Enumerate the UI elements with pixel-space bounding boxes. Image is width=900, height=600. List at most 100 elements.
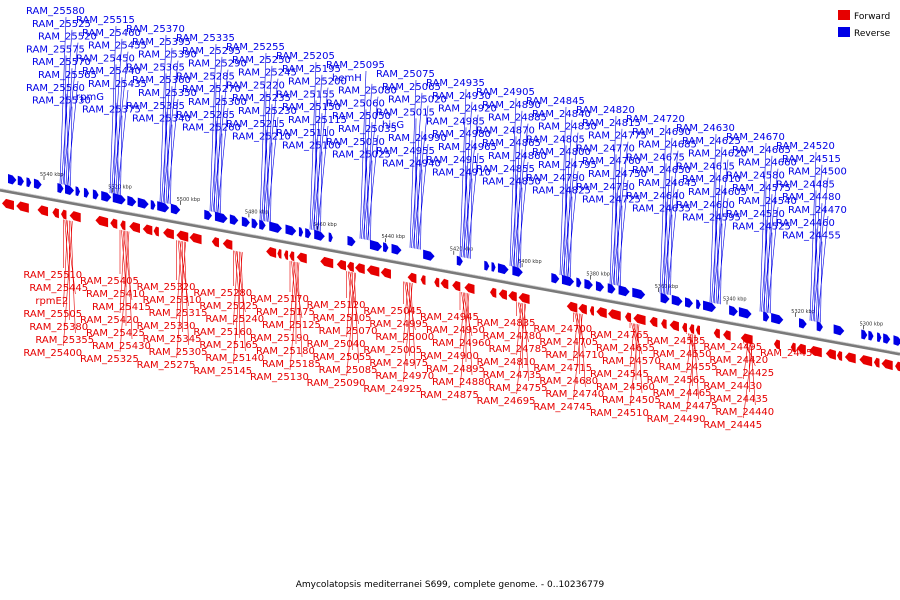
reverse-gene <box>305 228 312 239</box>
forward-gene-label: RAM_25505 <box>23 309 82 320</box>
leader-line <box>179 240 189 307</box>
forward-gene <box>895 361 900 372</box>
reverse-gene-label: RAM_25025 <box>332 150 391 161</box>
reverse-gene-label: RAM_24815 <box>582 118 641 129</box>
reverse-gene <box>157 201 170 213</box>
reverse-gene-label: RAM_25015 <box>376 107 435 118</box>
forward-gene <box>489 287 497 298</box>
reverse-gene-label: RAM_24660 <box>738 158 797 169</box>
leader-line <box>297 262 303 358</box>
leader-line <box>177 240 183 294</box>
forward-gene <box>222 239 233 250</box>
reverse-gene-label: RAM_24725 <box>582 195 641 206</box>
leader-line <box>63 220 69 308</box>
leader-line <box>617 179 629 286</box>
reverse-gene-label: RAM_25460 <box>82 28 141 39</box>
genome-backbone-highlight <box>0 188 900 353</box>
leader-line <box>112 51 129 194</box>
leader-line <box>67 80 79 186</box>
leader-line <box>289 261 295 332</box>
reverse-gene-track <box>8 173 900 346</box>
leader-line <box>465 165 470 259</box>
reverse-gene-label: RAM_24985 <box>426 116 485 127</box>
forward-gene-label: rpmE2 <box>35 296 68 307</box>
reverse-gene-label: RAM_25050 <box>332 111 391 122</box>
reverse-gene <box>551 272 560 284</box>
leader-line <box>265 104 273 222</box>
leader-line <box>265 129 270 223</box>
leader-line <box>176 241 186 359</box>
reverse-gene-label: RAM_24455 <box>782 231 841 242</box>
reverse-gene <box>607 283 616 294</box>
forward-gene-label: RAM_25040 <box>307 339 366 350</box>
reverse-gene <box>229 214 239 225</box>
reverse-gene <box>26 177 32 188</box>
leader-line <box>815 203 823 322</box>
leader-line <box>629 324 640 407</box>
reverse-gene-label: RAM_24890 <box>482 100 541 111</box>
forward-gene <box>498 289 507 300</box>
reverse-gene-label: RAM_24540 <box>738 196 797 207</box>
leader-line <box>467 152 479 259</box>
forward-gene <box>407 272 417 284</box>
reverse-gene-label: RAM_24870 <box>476 125 535 136</box>
reverse-gene-label: RAM_25300 <box>188 97 247 108</box>
legend-forward-swatch <box>838 10 850 20</box>
leader-line <box>764 181 767 313</box>
reverse-gene <box>595 281 605 292</box>
reverse-gene <box>877 332 882 343</box>
leader-line <box>121 230 127 288</box>
tick-label: 5500 kbp <box>177 197 201 203</box>
forward-gene-label: RAM_25120 <box>307 300 366 311</box>
reverse-gene-label: RAM_25195 <box>282 64 341 75</box>
tick-label: 5340 kbp <box>723 296 747 302</box>
leader-line <box>516 302 522 356</box>
reverse-gene <box>868 330 874 341</box>
reverse-gene-label: RAM_25520 <box>38 32 97 43</box>
leader-line <box>70 220 76 334</box>
forward-gene-label: RAM_24545 <box>590 369 649 380</box>
reverse-gene-label: RAM_25375 <box>82 105 141 116</box>
leader-line <box>615 192 620 286</box>
reverse-gene-label: RAM_24860 <box>488 151 547 162</box>
reverse-gene-label: RAM_25565 <box>38 70 97 81</box>
forward-gene-label: RAM_25305 <box>149 347 208 358</box>
leader-line <box>346 271 352 338</box>
forward-gene-label: RAM_24490 <box>647 414 706 425</box>
leader-line <box>717 197 729 304</box>
forward-gene-label: RAM_24700 <box>533 324 592 335</box>
leader-line <box>65 93 70 186</box>
forward-gene <box>682 322 687 333</box>
forward-gene <box>110 218 118 229</box>
reverse-gene-label: RAM_25370 <box>126 24 185 35</box>
reverse-gene <box>214 211 228 223</box>
reverse-gene-label: RAM_25155 <box>276 89 335 100</box>
forward-gene-label: RAM_24555 <box>659 362 718 373</box>
forward-gene-label: RAM_25445 <box>29 283 88 294</box>
leader-line <box>670 214 673 296</box>
forward-gene <box>440 278 449 290</box>
leader-line <box>464 127 467 258</box>
leader-line <box>315 113 323 231</box>
reverse-gene-label: RAM_25110 <box>276 128 335 139</box>
forward-gene <box>69 211 81 223</box>
reverse-gene-label: hisG <box>382 120 404 131</box>
reverse-gene-label: RAM_24935 <box>426 78 485 89</box>
leader-line <box>209 43 217 212</box>
forward-gene <box>578 303 587 315</box>
leader-line <box>267 116 279 222</box>
leader-line <box>261 65 273 221</box>
leader-line <box>212 69 229 212</box>
leader-line <box>814 190 817 322</box>
reverse-gene <box>269 221 282 233</box>
leader-line <box>309 61 317 230</box>
reverse-gene-label: RAM_25290 <box>188 59 247 70</box>
forward-gene-label: RAM_25160 <box>193 327 252 338</box>
forward-gene <box>52 208 59 219</box>
reverse-gene-label: RAM_24790 <box>526 173 585 184</box>
reverse-gene-label: RAM_25395 <box>132 37 191 48</box>
reverse-gene <box>833 324 845 336</box>
forward-gene-label: RAM_25400 <box>23 348 82 359</box>
leader-line <box>217 107 229 213</box>
reverse-gene-label: RAM_24630 <box>676 123 735 134</box>
